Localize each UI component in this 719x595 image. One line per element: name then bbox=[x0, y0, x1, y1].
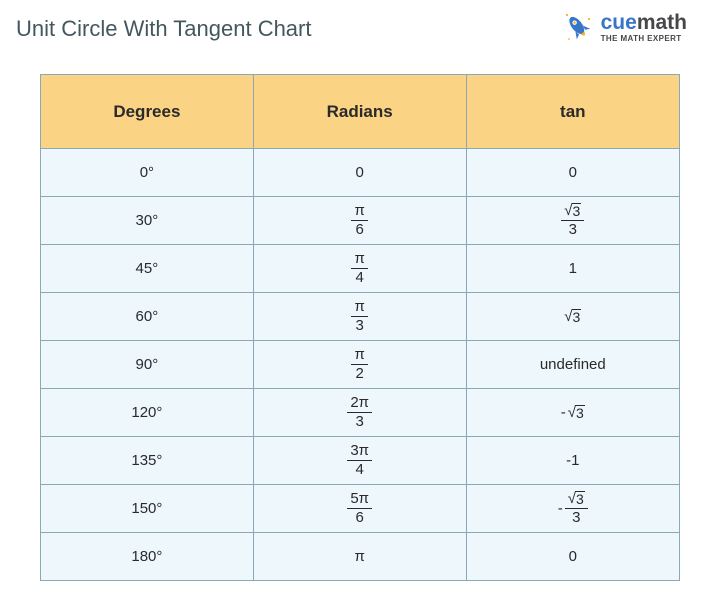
cell-radians: 5π6 bbox=[253, 485, 466, 533]
logo-brand: cuemath bbox=[601, 12, 687, 33]
col-header-degrees: Degrees bbox=[41, 75, 254, 149]
cell-radians: π2 bbox=[253, 341, 466, 389]
table-row: 90°π2undefined bbox=[41, 341, 680, 389]
cell-degrees: 90° bbox=[41, 341, 254, 389]
logo-tagline: THE MATH EXPERT bbox=[601, 35, 687, 43]
table-row: 30°π6√33 bbox=[41, 197, 680, 245]
cell-radians: π bbox=[253, 533, 466, 581]
tangent-chart-table: Degrees Radians tan 0°0030°π6√3345°π4160… bbox=[40, 74, 680, 581]
table-row: 180°π0 bbox=[41, 533, 680, 581]
cell-tan: 0 bbox=[466, 533, 679, 581]
cell-radians: 2π3 bbox=[253, 389, 466, 437]
table-row: 135°3π4-1 bbox=[41, 437, 680, 485]
cell-radians: 3π4 bbox=[253, 437, 466, 485]
cell-radians: π4 bbox=[253, 245, 466, 293]
cell-tan: √3 bbox=[466, 293, 679, 341]
cell-degrees: 45° bbox=[41, 245, 254, 293]
rocket-icon bbox=[561, 10, 595, 44]
cell-radians: 0 bbox=[253, 149, 466, 197]
table-row: 60°π3√3 bbox=[41, 293, 680, 341]
cell-tan: 0 bbox=[466, 149, 679, 197]
cell-degrees: 135° bbox=[41, 437, 254, 485]
cell-tan: -1 bbox=[466, 437, 679, 485]
cell-tan: √33 bbox=[466, 197, 679, 245]
cell-degrees: 150° bbox=[41, 485, 254, 533]
brand-logo: cuemath THE MATH EXPERT bbox=[561, 10, 687, 44]
cell-radians: π6 bbox=[253, 197, 466, 245]
cell-tan: -√3 bbox=[466, 389, 679, 437]
table-row: 45°π41 bbox=[41, 245, 680, 293]
page-title: Unit Circle With Tangent Chart bbox=[16, 16, 312, 42]
logo-math: math bbox=[637, 11, 687, 34]
cell-degrees: 60° bbox=[41, 293, 254, 341]
table-header-row: Degrees Radians tan bbox=[41, 75, 680, 149]
cell-tan: undefined bbox=[466, 341, 679, 389]
cell-radians: π3 bbox=[253, 293, 466, 341]
cell-degrees: 120° bbox=[41, 389, 254, 437]
cell-tan: 1 bbox=[466, 245, 679, 293]
table-body: 0°0030°π6√3345°π4160°π3√390°π2undefined1… bbox=[41, 149, 680, 581]
cell-tan: -√33 bbox=[466, 485, 679, 533]
logo-text: cuemath THE MATH EXPERT bbox=[601, 12, 687, 43]
cell-degrees: 0° bbox=[41, 149, 254, 197]
table: Degrees Radians tan 0°0030°π6√3345°π4160… bbox=[40, 74, 680, 581]
col-header-radians: Radians bbox=[253, 75, 466, 149]
table-row: 120°2π3-√3 bbox=[41, 389, 680, 437]
table-row: 150°5π6-√33 bbox=[41, 485, 680, 533]
cell-degrees: 180° bbox=[41, 533, 254, 581]
logo-cue: cue bbox=[601, 11, 637, 34]
table-row: 0°00 bbox=[41, 149, 680, 197]
col-header-tan: tan bbox=[466, 75, 679, 149]
cell-degrees: 30° bbox=[41, 197, 254, 245]
